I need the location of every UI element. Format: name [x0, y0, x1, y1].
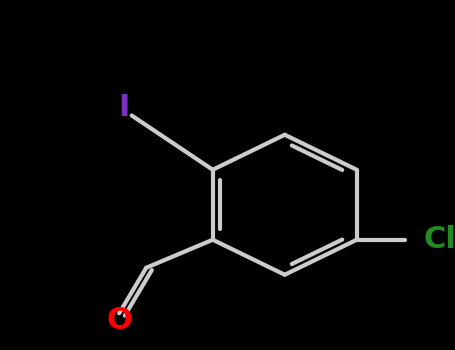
Text: I: I: [118, 93, 130, 122]
Text: Cl: Cl: [423, 225, 455, 254]
Text: O: O: [106, 306, 132, 335]
